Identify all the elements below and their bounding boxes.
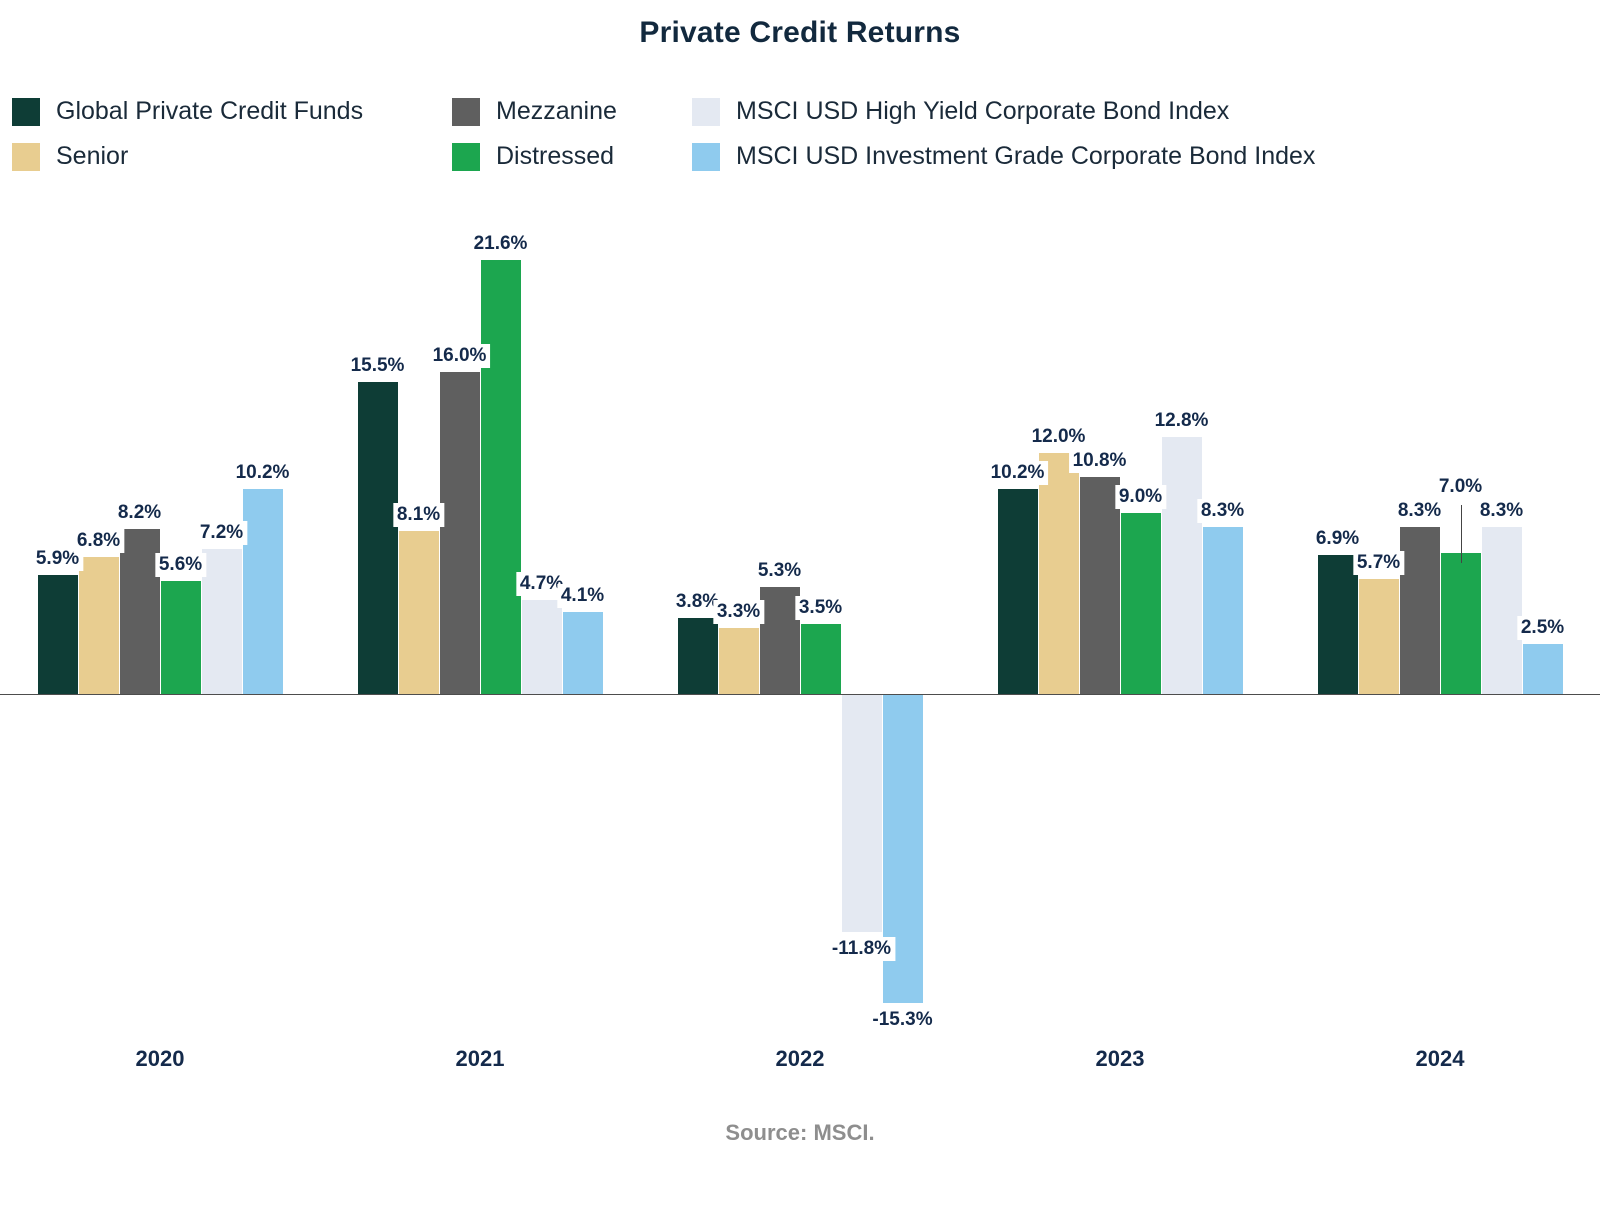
bar: [1399, 527, 1440, 694]
legend-label: Distressed: [496, 142, 615, 170]
bar: [1358, 579, 1399, 694]
bar-value-label: 10.2%: [986, 460, 1049, 485]
legend-label: MSCI USD High Yield Corporate Bond Index: [736, 97, 1230, 125]
bar-value-label: 21.6%: [469, 231, 532, 256]
source-note: Source: MSCI.: [725, 1120, 875, 1145]
bar-value-label: 9.0%: [1114, 485, 1167, 510]
bar-value-label: 4.7%: [515, 571, 568, 596]
bar-value-label: 7.2%: [195, 521, 248, 546]
legend-label: Mezzanine: [496, 97, 617, 125]
bar-value-label: 8.3%: [1393, 499, 1446, 524]
legend-swatch: [12, 142, 40, 171]
legend-swatch: [452, 142, 480, 171]
bar-value-label: 5.6%: [154, 553, 207, 578]
bar: [1202, 527, 1243, 694]
legend-label: Senior: [56, 142, 129, 170]
bar-value-label: 10.2%: [231, 460, 294, 485]
legend-item: Global Private Credit Funds: [12, 96, 452, 127]
bar-value-label: 15.5%: [346, 354, 409, 379]
bar: [37, 575, 78, 694]
bar: [357, 382, 398, 694]
bar-value-label: 3.3%: [712, 599, 765, 624]
bar: [1038, 452, 1079, 694]
legend-label: Global Private Credit Funds: [56, 97, 364, 125]
bar-value-label: 6.9%: [1311, 527, 1364, 552]
bar-value-label: 10.8%: [1068, 448, 1131, 473]
bar-value-label: 8.1%: [392, 503, 445, 528]
bar: [160, 581, 201, 694]
chart-title: Private Credit Returns: [639, 16, 961, 49]
bar-value-label: 8.2%: [113, 501, 166, 526]
bar-value-label: 3.5%: [794, 595, 847, 620]
bar-value-label: 5.7%: [1352, 551, 1405, 576]
bar-value-label: 7.0%: [1434, 475, 1487, 500]
legend-swatch: [452, 97, 480, 126]
x-axis-label: 2022: [775, 1046, 825, 1071]
bar-value-label: -11.8%: [827, 937, 896, 962]
bar: [439, 372, 480, 694]
bar: [718, 627, 759, 694]
zero-axis-line: [0, 694, 1600, 695]
bar-value-label: 4.1%: [556, 583, 609, 608]
bar: [480, 259, 521, 694]
bar: [398, 531, 439, 694]
bar-value-label: 8.3%: [1475, 499, 1528, 524]
legend-item: Distressed: [452, 141, 692, 172]
bar: [1079, 476, 1120, 694]
bar: [78, 557, 119, 694]
bar: [841, 695, 882, 933]
bar: [1440, 553, 1481, 694]
plot-area: 5.9% 6.8% 8.2% 5.6% 7.2% 10.2% 2020 15.5% 8.1% 16…: [0, 222, 1600, 1092]
legend-item: MSCI USD High Yield Corporate Bond Index: [692, 96, 1600, 127]
bar: [521, 599, 562, 694]
bar-value-label: 2.5%: [1516, 615, 1569, 640]
bar: [562, 611, 603, 694]
bar-value-label: 6.8%: [72, 529, 125, 554]
bar: [677, 617, 718, 694]
legend: Global Private Credit Funds Senior Mezzani…: [12, 96, 1600, 172]
bar: [1161, 436, 1202, 694]
x-axis-label: 2023: [1095, 1046, 1145, 1071]
x-axis-label: 2024: [1415, 1046, 1465, 1071]
bar: [242, 488, 283, 694]
label-connector-line: [1460, 505, 1462, 564]
legend-item: Mezzanine: [452, 96, 692, 127]
bar-value-label: 8.3%: [1196, 499, 1249, 524]
x-axis-label: 2020: [135, 1046, 185, 1071]
bar: [1120, 513, 1161, 694]
legend-swatch: [12, 97, 40, 126]
bar: [201, 549, 242, 694]
legend-item: Senior: [12, 141, 452, 172]
legend-label: MSCI USD Investment Grade Corporate Bond…: [736, 142, 1316, 170]
bar: [119, 529, 160, 694]
bar: [759, 587, 800, 694]
bar-value-label: 12.0%: [1027, 424, 1090, 449]
x-axis-label: 2021: [455, 1046, 505, 1071]
bar: [1481, 527, 1522, 694]
bar-value-label: 16.0%: [428, 344, 491, 369]
legend-item: MSCI USD Investment Grade Corporate Bond…: [692, 141, 1600, 172]
bar-value-label: 5.3%: [753, 559, 806, 584]
bar-value-label: 12.8%: [1150, 408, 1213, 433]
bar: [800, 623, 841, 694]
legend-swatch: [692, 97, 720, 126]
bar-value-label: -15.3%: [868, 1007, 937, 1032]
bar: [997, 488, 1038, 694]
bar: [1522, 643, 1563, 694]
bar: [1317, 555, 1358, 694]
legend-swatch: [692, 142, 720, 171]
